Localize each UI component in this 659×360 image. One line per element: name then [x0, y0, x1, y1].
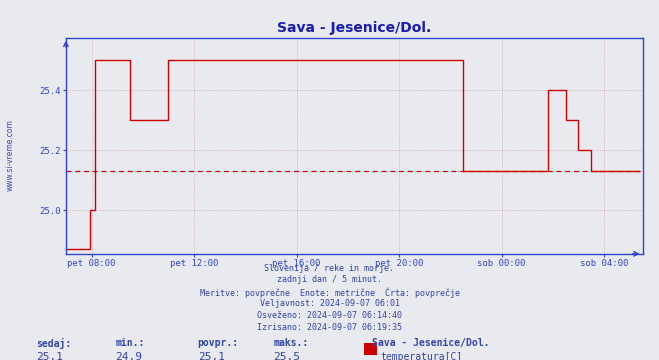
Text: Izrisano: 2024-09-07 06:19:35: Izrisano: 2024-09-07 06:19:35	[257, 323, 402, 332]
Text: 25,5: 25,5	[273, 352, 301, 360]
Text: maks.:: maks.:	[273, 338, 308, 348]
Text: 25,1: 25,1	[198, 352, 225, 360]
Text: Meritve: povprečne  Enote: metrične  Črta: povprečje: Meritve: povprečne Enote: metrične Črta:…	[200, 287, 459, 298]
Text: Veljavnost: 2024-09-07 06:01: Veljavnost: 2024-09-07 06:01	[260, 299, 399, 308]
Text: www.si-vreme.com: www.si-vreme.com	[5, 119, 14, 191]
Text: min.:: min.:	[115, 338, 145, 348]
Title: Sava - Jesenice/Dol.: Sava - Jesenice/Dol.	[277, 21, 432, 35]
Text: 25,1: 25,1	[36, 352, 63, 360]
Text: zadnji dan / 5 minut.: zadnji dan / 5 minut.	[277, 275, 382, 284]
Text: sedaj:: sedaj:	[36, 338, 71, 349]
Text: Sava - Jesenice/Dol.: Sava - Jesenice/Dol.	[372, 338, 490, 348]
Text: Osveženo: 2024-09-07 06:14:40: Osveženo: 2024-09-07 06:14:40	[257, 311, 402, 320]
Text: povpr.:: povpr.:	[198, 338, 239, 348]
Text: 24,9: 24,9	[115, 352, 142, 360]
Text: Slovenija / reke in morje.: Slovenija / reke in morje.	[264, 264, 395, 273]
Text: temperatura[C]: temperatura[C]	[381, 352, 463, 360]
